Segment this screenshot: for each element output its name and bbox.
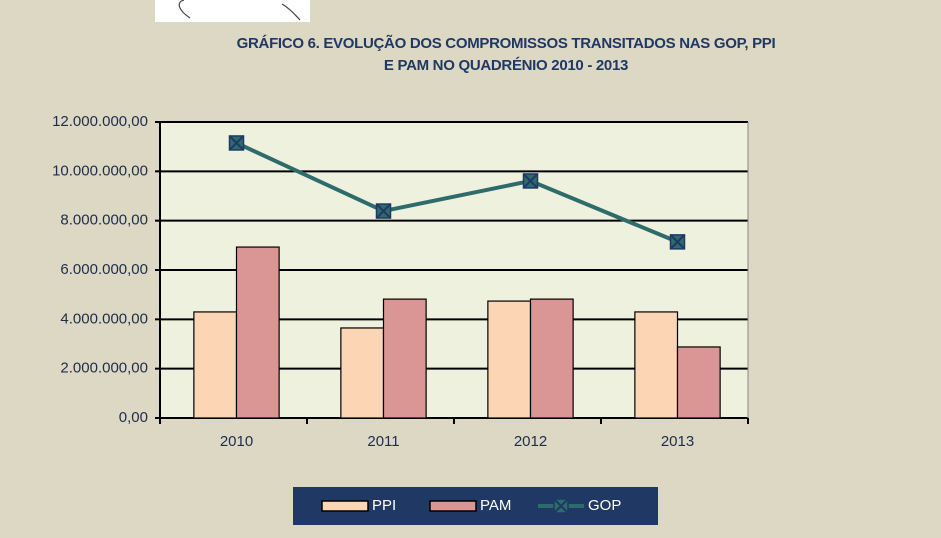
x-tick-label: 2012 — [514, 433, 547, 450]
bar — [382, 298, 427, 419]
y-tick-label: 10.000.000,00 — [52, 162, 148, 179]
bar — [634, 311, 679, 419]
line-marker-part — [522, 173, 539, 189]
chart-title: E PAM NO QUADRÉNIO 2010 - 2013 — [384, 57, 628, 74]
x-tick-label: 2010 — [220, 433, 253, 450]
bar — [487, 300, 532, 419]
line-marker-part — [375, 203, 392, 219]
bar — [676, 346, 721, 419]
x-tick-label: 2011 — [367, 433, 399, 450]
legend-label: PPI — [372, 497, 396, 514]
line-marker-part — [228, 135, 245, 151]
y-tick-label: 12.000.000,00 — [52, 113, 148, 130]
y-tick-label: 2.000.000,00 — [60, 360, 148, 377]
y-tick-label: 8.000.000,00 — [60, 212, 148, 229]
bar — [529, 298, 574, 419]
legend-marker — [553, 498, 569, 514]
x-tick-label: 2013 — [661, 433, 694, 450]
line-marker — [669, 234, 686, 250]
bar — [340, 327, 385, 419]
legend-swatch — [321, 500, 369, 512]
y-tick-label: 6.000.000,00 — [60, 261, 148, 278]
legend-label: GOP — [588, 497, 621, 514]
y-tick-label: 0,00 — [119, 409, 148, 426]
line-marker-part — [669, 234, 686, 250]
legend-label: PAM — [480, 497, 511, 514]
legend-swatch — [429, 500, 477, 512]
line — [235, 141, 679, 244]
bar — [235, 246, 280, 419]
chart-title: GRÁFICO 6. EVOLUÇÃO DOS COMPROMISSOS TRA… — [237, 34, 776, 52]
scribble — [178, 0, 301, 21]
legend-marker-part — [553, 498, 569, 514]
line-marker — [522, 173, 539, 189]
bar — [193, 311, 238, 419]
line-marker — [228, 135, 245, 151]
line-marker — [375, 203, 392, 219]
scan-paper — [155, 0, 310, 22]
y-tick-label: 4.000.000,00 — [60, 310, 148, 327]
